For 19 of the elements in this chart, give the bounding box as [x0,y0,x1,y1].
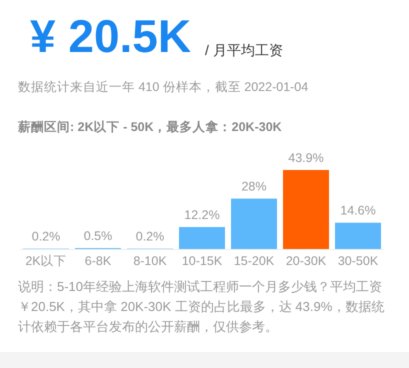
data-label: 0.2% [32,230,60,244]
x-tick-label: 20-30K [286,254,327,268]
x-tick-label: 30-50K [338,254,379,268]
data-label: 0.5% [84,229,112,244]
annotation: 薪酬区间: 2K以下 - 50K，最多人拿：20K-30K [18,119,282,136]
x-tick-label: 10-15K [182,254,223,268]
x-tick-label: 2K以下 [25,254,67,268]
x-tick-label: 8-10K [133,254,168,268]
data-label: 14.6% [340,204,376,218]
data-label: 28% [241,180,267,194]
data-label: 12.2% [184,208,220,222]
subtitle: / 月平均工资 [205,41,283,60]
annotation: 说明：5-10年经验上海软件测试工程师一个月多少钱？平均工资￥20.5K，其中拿 20K-30K 工资的占比最多，达 43.9%，数据统计依赖于各平台发布的公开薪酬，仅供参考。 [18,278,386,336]
x-tick-label: 6-8K [84,254,112,268]
title: ¥ 20.5K [30,9,192,64]
data-label: 43.9% [288,151,324,165]
x-tick-label: 15-20K [234,254,275,268]
annotation: 数据统计来自近一年 410 份样本，截至 2022-01-04 [18,79,308,96]
data-label: 0.2% [136,230,164,244]
